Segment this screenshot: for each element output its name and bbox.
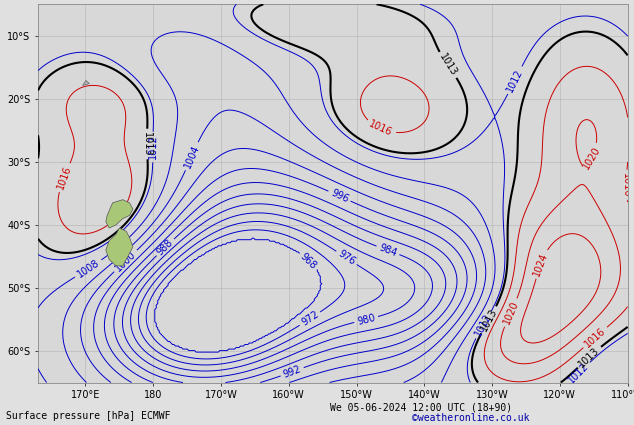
Text: 1013: 1013 xyxy=(437,52,458,78)
Text: 1008: 1008 xyxy=(75,258,101,280)
Text: 992: 992 xyxy=(281,364,302,380)
Text: 1013: 1013 xyxy=(142,132,152,156)
Text: 976: 976 xyxy=(336,249,357,267)
Text: 984: 984 xyxy=(378,242,398,258)
Text: 996: 996 xyxy=(329,188,350,204)
Text: 980: 980 xyxy=(356,312,376,327)
Text: 972: 972 xyxy=(299,309,321,328)
Text: 1016: 1016 xyxy=(621,173,631,197)
Text: Surface pressure [hPa] ECMWF: Surface pressure [hPa] ECMWF xyxy=(6,411,171,421)
Text: 1012: 1012 xyxy=(148,135,158,159)
Text: 1020: 1020 xyxy=(501,299,521,326)
Text: 1012: 1012 xyxy=(505,67,525,94)
Text: 1016: 1016 xyxy=(368,119,394,139)
Text: 968: 968 xyxy=(299,251,318,271)
Text: 1024: 1024 xyxy=(532,251,550,277)
Text: 1000: 1000 xyxy=(113,249,138,273)
Text: ©weatheronline.co.uk: ©weatheronline.co.uk xyxy=(412,413,529,423)
Text: 1013: 1013 xyxy=(577,345,602,369)
Text: 1012: 1012 xyxy=(567,361,591,385)
Text: We 05-06-2024 12:00 UTC (18+90): We 05-06-2024 12:00 UTC (18+90) xyxy=(330,402,512,412)
Text: 1016: 1016 xyxy=(55,164,73,191)
Text: 988: 988 xyxy=(155,237,176,257)
Text: 1013: 1013 xyxy=(479,307,499,333)
Text: 1012: 1012 xyxy=(473,312,494,338)
Text: 1020: 1020 xyxy=(581,144,603,171)
Text: 1004: 1004 xyxy=(182,143,201,170)
Text: 1016: 1016 xyxy=(583,326,607,349)
